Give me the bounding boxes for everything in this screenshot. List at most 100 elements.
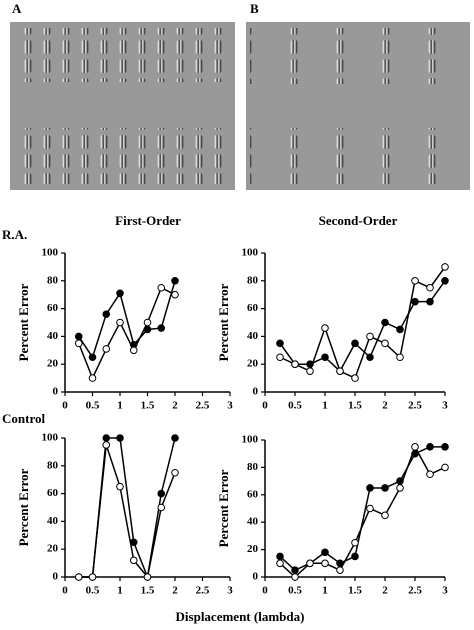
data-point: [396, 484, 404, 492]
data-point: [381, 318, 389, 327]
data-point: [396, 353, 404, 362]
y-tick-label: 60: [47, 487, 59, 499]
y-tick-label: 40: [47, 330, 59, 342]
y-tick-label: 100: [242, 247, 259, 259]
data-point: [321, 353, 329, 362]
x-axis-label: Displacement (lambda): [176, 609, 305, 624]
data-point: [396, 325, 404, 334]
x-tick-label: 0: [262, 585, 268, 597]
y-tick-label: 20: [47, 543, 59, 555]
y-tick-label: 80: [47, 459, 59, 471]
x-tick-label: 0.5: [86, 400, 100, 412]
x-tick-label: 2.5: [196, 585, 210, 597]
stimulus-patches: [14, 128, 232, 184]
data-point: [306, 367, 314, 375]
data-point: [411, 443, 419, 451]
x-tick-label: 1.5: [348, 400, 362, 412]
data-point: [74, 339, 83, 348]
stimulus-patches: [250, 28, 466, 84]
data-point: [116, 482, 124, 491]
data-point: [426, 297, 434, 306]
series-line: [78, 280, 176, 359]
stimulus-patches: [250, 128, 466, 184]
x-tick-label: 0: [62, 585, 68, 597]
y-axis-label: Percent Error: [216, 283, 231, 361]
data-point: [351, 374, 359, 382]
x-tick-label: 2: [382, 585, 388, 597]
x-tick-label: 0: [62, 400, 68, 412]
x-tick-label: 0.5: [288, 400, 302, 412]
data-point: [157, 489, 166, 498]
data-point: [157, 503, 166, 512]
data-point: [171, 290, 179, 299]
data-point: [321, 548, 329, 557]
data-point: [88, 374, 97, 382]
data-point: [157, 283, 166, 292]
stimulus-patches: [14, 28, 232, 82]
x-tick-label: 1.5: [141, 585, 155, 597]
y-axis-label: Percent Error: [16, 468, 31, 546]
data-point: [366, 332, 374, 341]
data-point: [426, 470, 434, 479]
y-tick-label: 40: [47, 515, 59, 527]
y-tick-label: 40: [247, 330, 259, 342]
series-line: [279, 445, 446, 579]
data-point: [291, 566, 299, 574]
data-point: [88, 573, 97, 581]
data-point: [276, 339, 284, 348]
data-point: [351, 538, 359, 547]
data-point: [102, 441, 111, 449]
y-tick-label: 20: [247, 358, 259, 370]
data-point: [411, 277, 419, 285]
x-tick-label: 2.5: [408, 585, 422, 597]
x-tick-label: 2.5: [408, 400, 422, 412]
x-tick-label: 3: [227, 585, 233, 597]
data-point: [441, 263, 449, 271]
y-axis-label: Percent Error: [216, 469, 231, 547]
y-tick-label: 0: [253, 386, 259, 398]
y-tick-label: 60: [47, 302, 59, 314]
data-point: [351, 339, 359, 348]
x-tick-label: 2: [382, 400, 388, 412]
row-label: Control: [2, 411, 45, 426]
data-point: [143, 318, 152, 327]
data-point: [351, 552, 359, 561]
data-point: [88, 353, 97, 362]
data-point: [276, 552, 284, 561]
data-point: [291, 573, 299, 581]
y-tick-label: 60: [247, 488, 259, 500]
series-line: [279, 446, 445, 572]
x-tick-label: 3: [442, 400, 448, 412]
data-point: [291, 360, 299, 369]
y-tick-label: 0: [53, 571, 59, 583]
y-tick-label: 100: [42, 247, 59, 259]
data-point: [74, 573, 83, 581]
y-tick-label: 60: [247, 302, 259, 314]
data-point: [129, 556, 138, 565]
data-point: [441, 277, 449, 285]
data-point: [116, 289, 124, 298]
data-point: [171, 468, 179, 477]
data-point: [276, 559, 284, 568]
data-point: [102, 310, 111, 318]
data-point: [129, 346, 138, 355]
y-tick-label: 80: [47, 274, 59, 286]
x-tick-label: 1: [322, 400, 328, 412]
data-point: [276, 353, 284, 362]
data-point: [143, 573, 152, 581]
data-point: [116, 318, 124, 327]
data-point: [336, 566, 344, 574]
y-tick-label: 0: [53, 386, 59, 398]
x-tick-label: 1: [117, 400, 123, 412]
data-point: [306, 559, 314, 568]
series-line: [78, 286, 176, 380]
x-tick-label: 2.5: [196, 400, 210, 412]
data-point: [366, 353, 374, 362]
column-title: First-Order: [115, 213, 181, 228]
y-tick-label: 80: [247, 461, 259, 473]
data-point: [321, 559, 329, 568]
x-tick-label: 1.5: [348, 585, 362, 597]
data-point: [441, 463, 449, 472]
x-tick-label: 1: [322, 585, 328, 597]
